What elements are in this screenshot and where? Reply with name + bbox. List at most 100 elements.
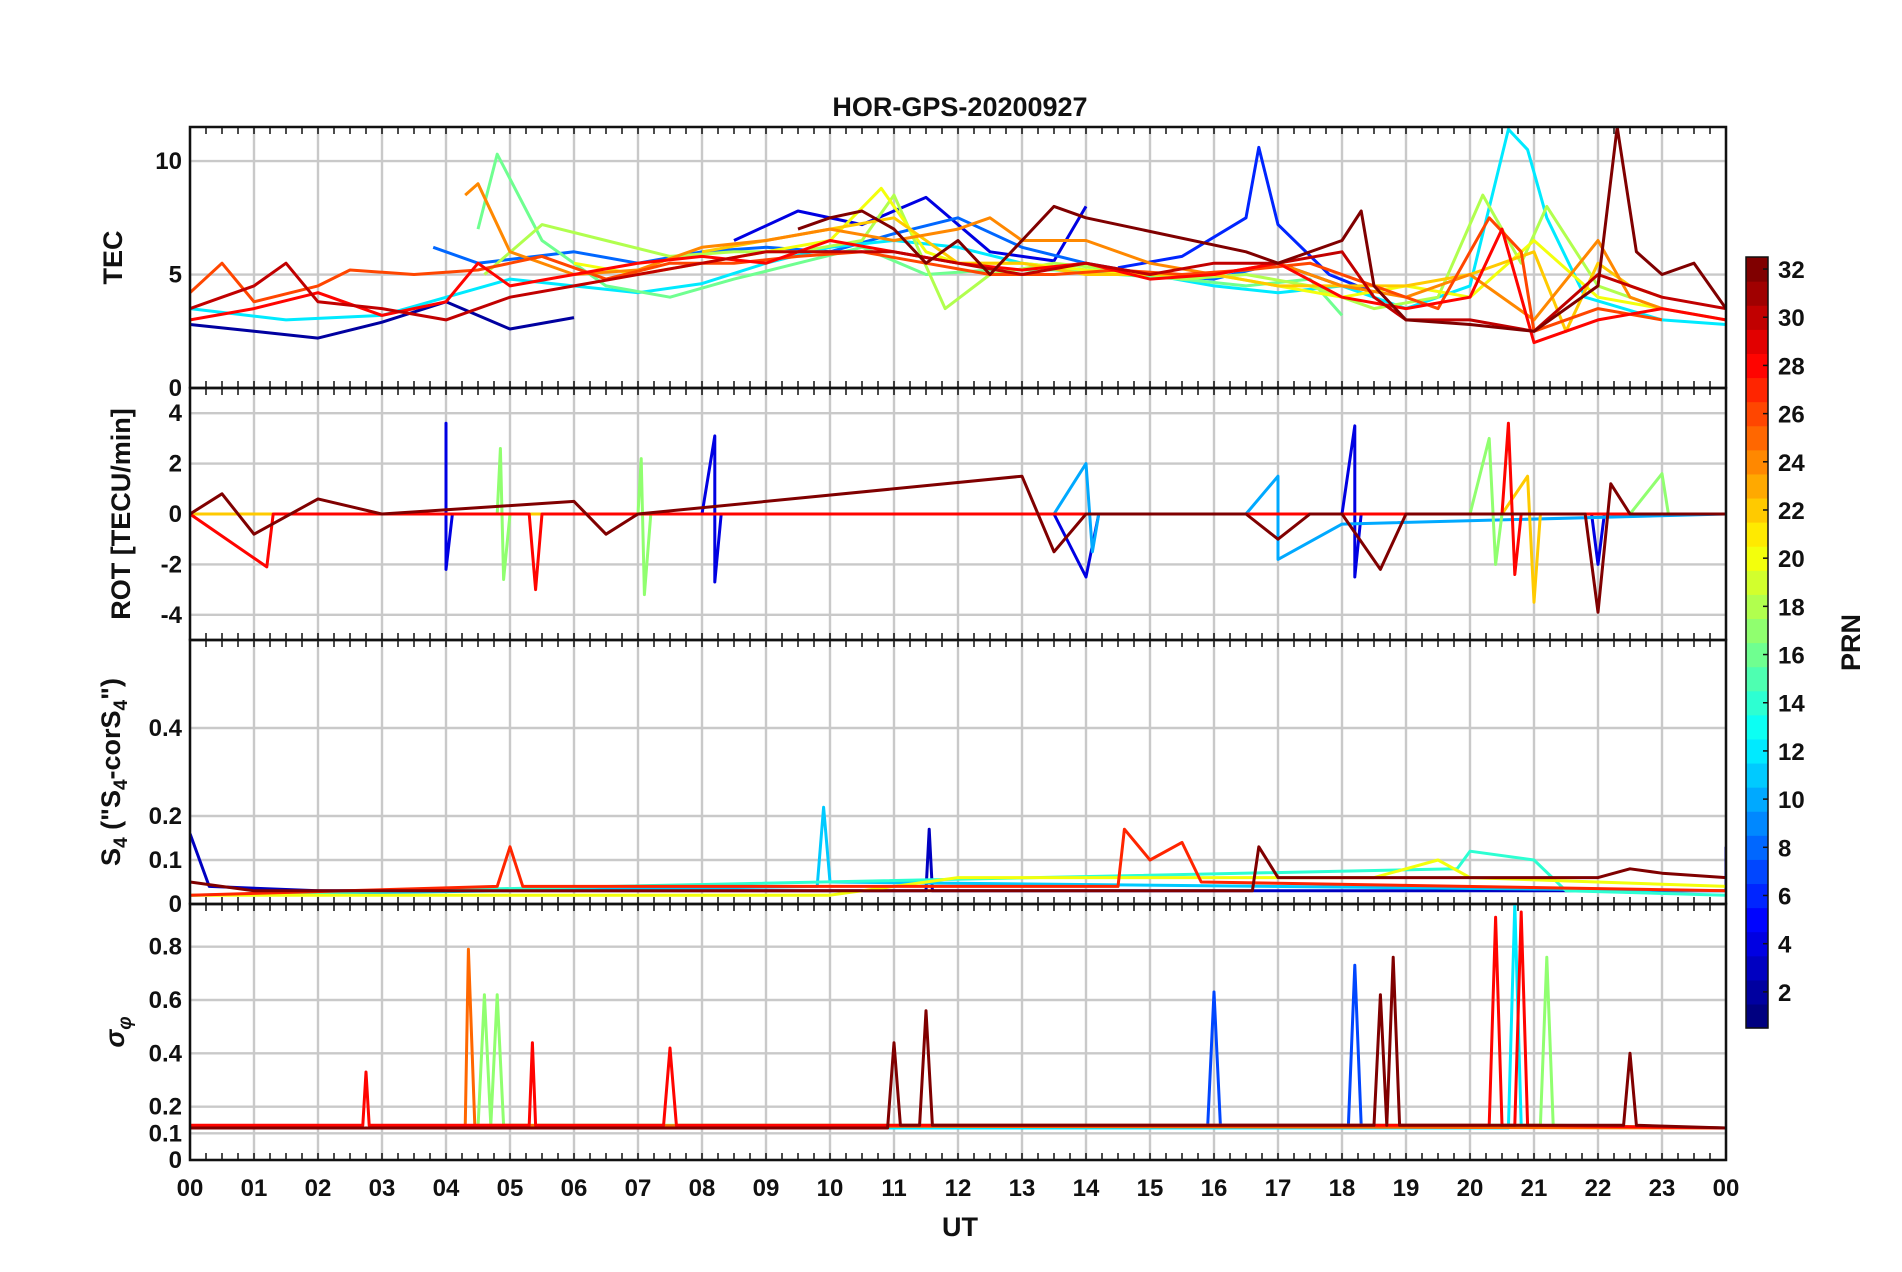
x-tick-label: 19 (1393, 1175, 1420, 1202)
y-tick-label: 0.1 (149, 847, 182, 874)
colorbar-swatch (1746, 546, 1768, 571)
series-line-prn-27 (190, 827, 1726, 897)
colorbar-swatch (1746, 281, 1768, 306)
colorbar-label: PRN (1836, 614, 1866, 671)
series-line-prn-32 (190, 845, 1726, 893)
colorbar-swatch (1746, 497, 1768, 523)
y-tick-label: 5 (169, 262, 182, 289)
colorbar-swatch (1746, 835, 1768, 860)
colorbar-swatch (1746, 714, 1768, 740)
colorbar-swatch (1746, 401, 1768, 427)
x-tick-label: 16 (1201, 1175, 1228, 1202)
colorbar-swatch (1746, 955, 1768, 981)
x-tick-label: 13 (1009, 1175, 1036, 1202)
series-line-prn-17 (190, 955, 1726, 1130)
colorbar-tick-label: 32 (1778, 257, 1805, 284)
colorbar-swatch (1746, 811, 1768, 836)
series-group (190, 805, 1726, 897)
series-line-prn-32 (190, 474, 1726, 614)
colorbar-swatch (1746, 377, 1768, 403)
colorbar-tick-label: 24 (1778, 450, 1805, 477)
y-tick-label: 0.1 (149, 1120, 182, 1147)
y-tick-label: 0 (169, 1147, 182, 1174)
colorbar-tick-label: 22 (1778, 498, 1805, 525)
colorbar-swatch (1746, 907, 1768, 933)
x-tick-label: 05 (497, 1175, 524, 1202)
x-tick-label: 21 (1521, 1175, 1548, 1202)
colorbar-swatch (1746, 738, 1768, 764)
y-axis-title-tec: TEC (98, 231, 128, 285)
x-axis: 00 01 02 03 04 05 06 07 08 09 10 11 12 13 14 15 16 17 18 19… (177, 1175, 1740, 1202)
series-line-prn-2 (190, 300, 575, 340)
colorbar-tick-label: 10 (1778, 787, 1805, 814)
colorbar-swatch (1746, 425, 1768, 451)
y-tick-label: 0.8 (149, 934, 182, 961)
colorbar-swatch (1746, 1003, 1768, 1029)
colorbar-swatch (1746, 666, 1768, 692)
series-line-prn-30 (190, 250, 1726, 333)
x-tick-label: 15 (1137, 1175, 1164, 1202)
y-tick-label: 0 (169, 501, 182, 528)
series-group (190, 421, 1726, 614)
x-tick-label: 23 (1649, 1175, 1676, 1202)
y-tick-label: 2 (169, 451, 182, 478)
x-tick-label: 14 (1073, 1175, 1100, 1202)
colorbar-tick-label: 16 (1778, 643, 1805, 670)
series-line-prn-6 (1117, 145, 1375, 295)
series-group (190, 127, 1726, 345)
series-group (190, 904, 1726, 1130)
x-tick-label: 02 (305, 1175, 332, 1202)
x-tick-label: 07 (625, 1175, 652, 1202)
y-tick-label: 0.2 (149, 803, 182, 830)
y-tick-label: 0 (169, 375, 182, 402)
x-tick-label: 18 (1329, 1175, 1356, 1202)
colorbar-swatch (1746, 473, 1768, 499)
colorbar-swatch (1746, 642, 1768, 668)
colorbar-swatch (1746, 522, 1768, 547)
x-tick-label: 11 (881, 1175, 906, 1202)
x-tick-label: 17 (1265, 1175, 1292, 1202)
y-tick-label: 0.4 (149, 1040, 183, 1067)
y-axis-title-rot: ROT [TECU/min] (106, 408, 136, 619)
colorbar-swatch (1746, 690, 1768, 716)
colorbar-tick-label: 4 (1778, 932, 1792, 959)
colorbar-swatch (1746, 883, 1768, 909)
chart-title: HOR-GPS-20200927 (832, 92, 1087, 122)
colorbar-swatch (1746, 787, 1768, 812)
colorbar-tick-label: 6 (1778, 883, 1791, 910)
series-line-prn-14 (190, 849, 1726, 897)
x-tick-label: 01 (241, 1175, 268, 1202)
x-tick-label: 09 (753, 1175, 780, 1202)
colorbar-tick-label: 20 (1778, 546, 1805, 573)
colorbar-swatch (1746, 329, 1768, 354)
colorbar-tick-label: 12 (1778, 739, 1805, 766)
colorbar-swatch (1746, 570, 1768, 595)
y-tick-label: 0 (169, 891, 182, 918)
colorbar-tick-label: 30 (1778, 305, 1805, 332)
colorbar-swatch (1746, 859, 1768, 885)
series-line-prn-22 (701, 216, 1663, 333)
colorbar-swatch (1746, 449, 1768, 475)
series-line-prn-4 (733, 195, 1088, 263)
x-tick-label: 10 (817, 1175, 844, 1202)
colorbar-tick-label: 2 (1778, 980, 1791, 1007)
panel-tec: 0 5 10 TEC (98, 125, 1728, 402)
colorbar-tick-label: 14 (1778, 691, 1805, 718)
series-line-prn-16 (476, 152, 1344, 317)
y-tick-label: 0.2 (149, 1094, 182, 1121)
y-axis-title-s4: S4​ ("S4​-corS4​") (96, 678, 132, 866)
series-line-prn-32 (797, 127, 1726, 333)
x-tick-label: 06 (561, 1175, 588, 1202)
x-tick-label: 22 (1585, 1175, 1612, 1202)
colorbar-tick-label: 8 (1778, 835, 1791, 862)
series-line-prn-32 (190, 955, 1726, 1130)
x-tick-label: 12 (945, 1175, 972, 1202)
x-tick-label: 00 (177, 1175, 204, 1202)
colorbar-tick-label: 26 (1778, 402, 1805, 429)
x-tick-label: 00 (1713, 1175, 1740, 1202)
colorbar-swatch (1746, 305, 1768, 330)
